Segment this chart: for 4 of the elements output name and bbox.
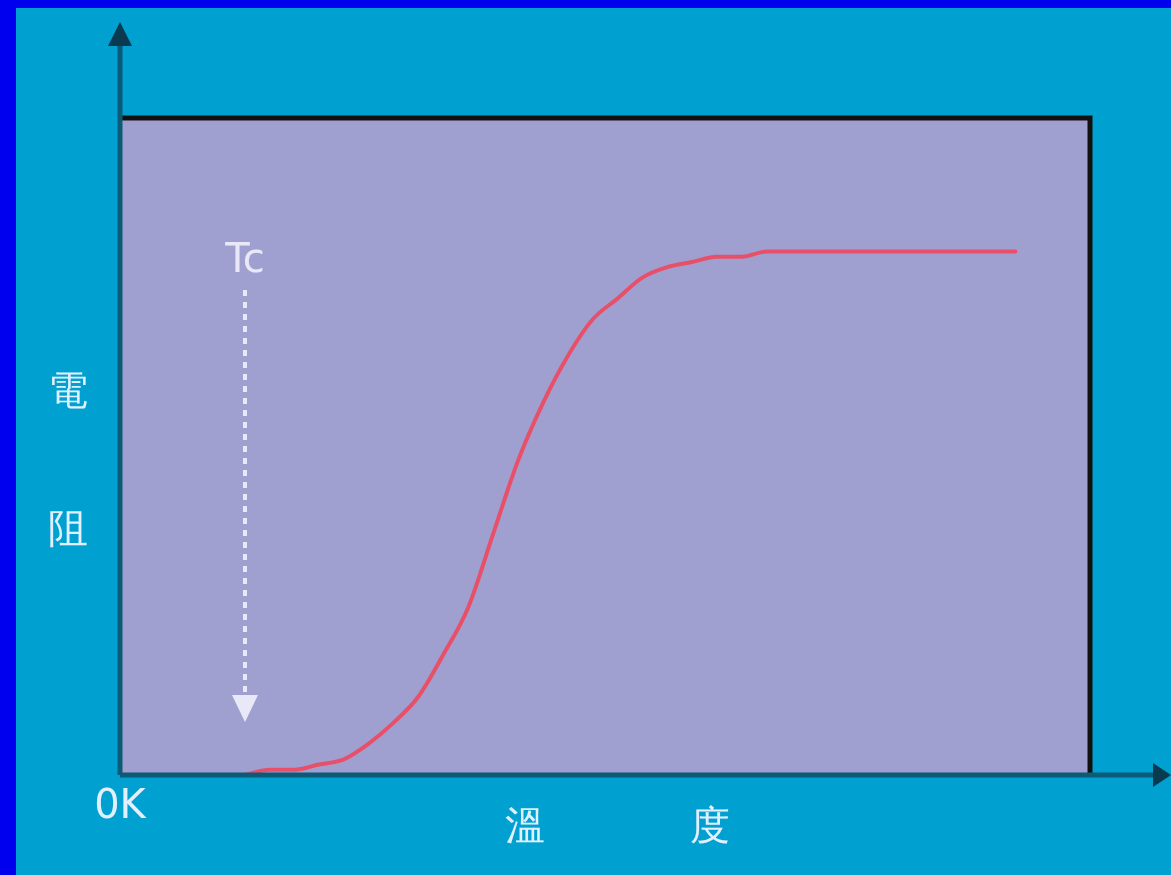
y-axis-title: 電阻 — [45, 340, 91, 620]
text: 0K — [94, 781, 148, 828]
annotation: Tc — [224, 235, 265, 282]
x-axis-title: 溫度 — [505, 802, 875, 848]
